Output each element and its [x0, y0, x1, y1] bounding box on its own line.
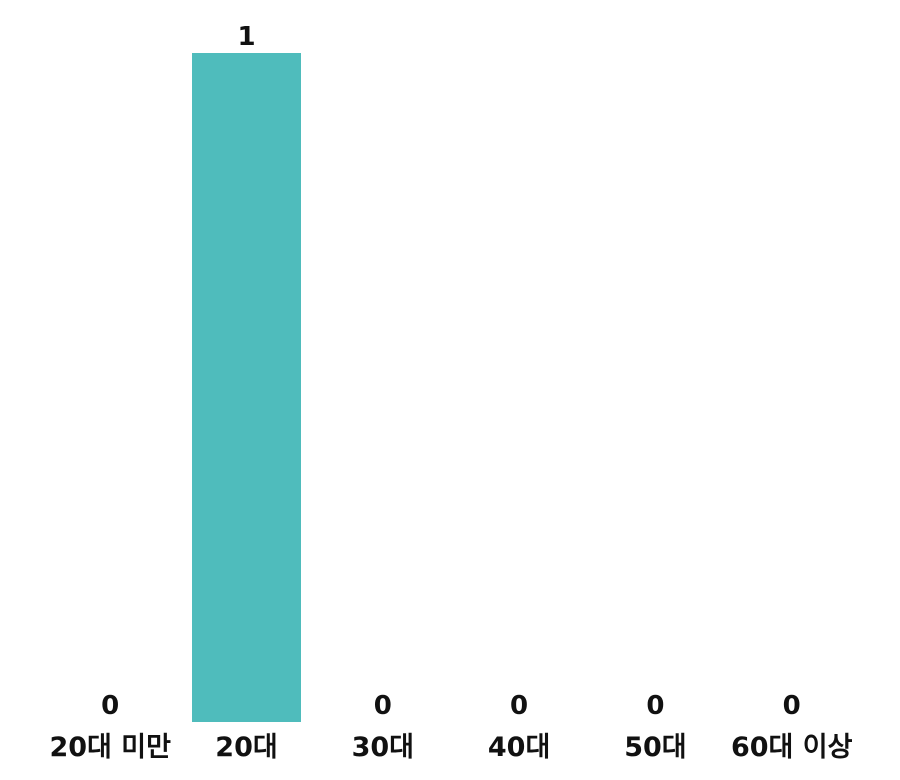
category-label-2: 30대: [352, 732, 414, 763]
category-label-0: 20대 미만: [49, 732, 171, 763]
value-label-2: 0: [374, 691, 392, 721]
value-label-1: 1: [237, 22, 255, 52]
category-label-3: 40대: [488, 732, 550, 763]
category-label-5: 60대 이상: [731, 732, 853, 763]
category-label-4: 50대: [624, 732, 686, 763]
value-label-4: 0: [646, 691, 664, 721]
bars-group: [192, 53, 301, 722]
category-label-1: 20대: [215, 732, 277, 763]
value-label-5: 0: [783, 691, 801, 721]
value-label-0: 0: [101, 691, 119, 721]
category-labels-group: 20대 미만 20대 30대 40대 50대 60대 이상: [49, 732, 852, 763]
bar-1: [192, 53, 301, 722]
value-labels-group: 0 1 0 0 0 0: [101, 22, 801, 721]
value-label-3: 0: [510, 691, 528, 721]
